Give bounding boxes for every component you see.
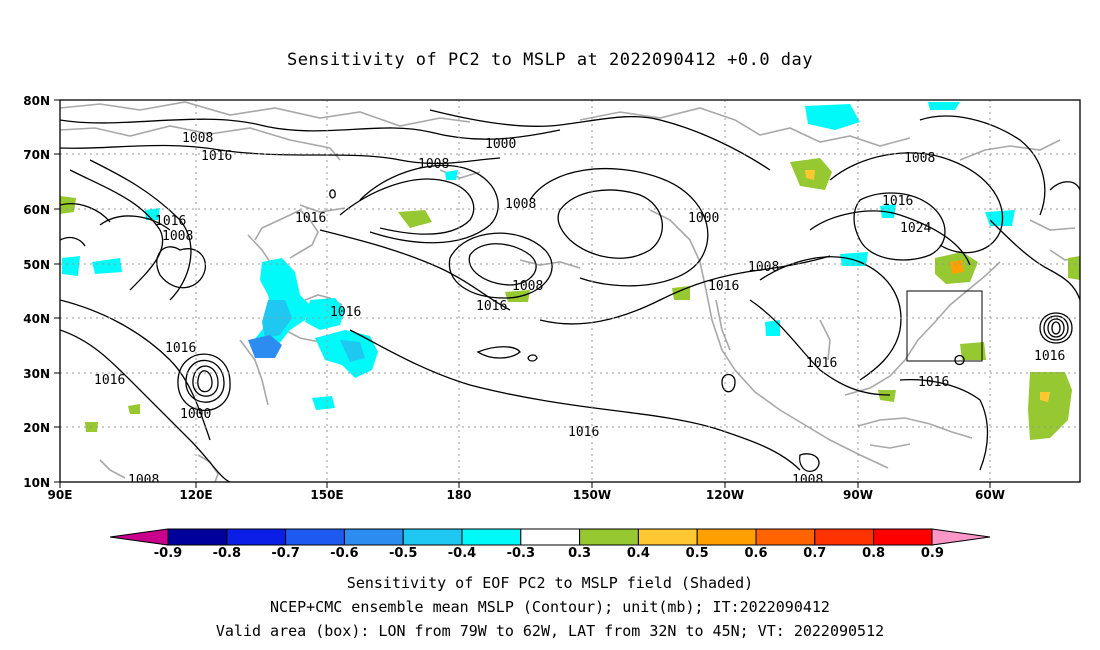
colorbar-boxes — [167, 528, 933, 546]
svg-text:1008: 1008 — [418, 157, 449, 172]
colorbar-label: -0.4 — [448, 546, 476, 561]
svg-text:40N: 40N — [23, 312, 50, 326]
chart-title: Sensitivity of PC2 to MSLP at 2022090412… — [286, 50, 813, 70]
svg-text:60W: 60W — [975, 488, 1005, 502]
colorbar-box — [520, 528, 581, 546]
colorbar-right-tip — [931, 528, 991, 546]
map-frame — [59, 99, 1081, 483]
colorbar-label: -0.9 — [154, 546, 182, 561]
colorbar-label: 0.6 — [744, 546, 767, 561]
svg-text:50N: 50N — [23, 258, 50, 272]
svg-text:1016: 1016 — [806, 356, 837, 371]
colorbar-label: 0.5 — [686, 546, 709, 561]
svg-text:70N: 70N — [23, 148, 50, 162]
svg-text:1016: 1016 — [330, 305, 361, 320]
svg-text:80N: 80N — [23, 94, 50, 108]
svg-text:120W: 120W — [706, 488, 744, 502]
colorbar-label: -0.5 — [389, 546, 417, 561]
svg-text:1000: 1000 — [180, 407, 211, 422]
colorbar-label: -0.6 — [330, 546, 358, 561]
svg-text:1016: 1016 — [155, 214, 186, 229]
colorbar-box — [814, 528, 875, 546]
svg-text:90E: 90E — [48, 488, 73, 502]
caption-line-2: NCEP+CMC ensemble mean MSLP (Contour); u… — [270, 598, 830, 616]
colorbar-label: -0.8 — [213, 546, 241, 561]
colorbar-box — [873, 528, 933, 546]
svg-text:1016: 1016 — [476, 299, 507, 314]
svg-text:20N: 20N — [23, 421, 50, 435]
axis-ticks — [54, 99, 991, 488]
contour-labels: 1008 1016 1000 1008 1008 1016 1016 1008 … — [94, 131, 1065, 488]
svg-text:1008: 1008 — [182, 131, 213, 146]
caption-line-1: Sensitivity of EOF PC2 to MSLP field (Sh… — [346, 574, 754, 592]
svg-text:1016: 1016 — [882, 194, 913, 209]
svg-text:1008: 1008 — [904, 151, 935, 166]
svg-text:1024: 1024 — [900, 221, 931, 236]
colorbar-box — [579, 528, 639, 546]
sensitivity-shading — [60, 102, 1080, 440]
coastlines — [60, 101, 1080, 482]
svg-text:1008: 1008 — [792, 473, 823, 488]
colorbar-box — [461, 528, 522, 546]
colorbar-label: 0.9 — [921, 546, 944, 561]
colorbar-label: 0.4 — [627, 546, 650, 561]
colorbar-box — [343, 528, 404, 546]
svg-text:30N: 30N — [23, 367, 50, 381]
colorbar-labels: -0.9 -0.8 -0.7 -0.6 -0.5 -0.4 -0.3 0.3 0.4 0.5 0.6… — [154, 546, 944, 561]
svg-text:1016: 1016 — [165, 341, 196, 356]
colorbar-left-tip — [109, 528, 169, 546]
colorbar-box — [637, 528, 698, 546]
map-area: 1008 1016 1000 1008 1008 1016 1016 1008 … — [60, 101, 1080, 488]
svg-text:1016: 1016 — [201, 149, 232, 164]
latitude-labels: 80N 70N 60N 50N 40N 30N 20N 10N — [23, 94, 50, 490]
svg-text:1016: 1016 — [568, 425, 599, 440]
mslp-contours — [60, 109, 1080, 482]
colorbar: -0.9 -0.8 -0.7 -0.6 -0.5 -0.4 -0.3 0.3 0.4 0.5 0.6… — [109, 528, 991, 561]
colorbar-box — [167, 528, 228, 546]
svg-text:60N: 60N — [23, 203, 50, 217]
svg-text:10N: 10N — [23, 476, 50, 490]
longitude-labels: 90E 120E 150E 180 150W 120W 90W 60W — [48, 488, 1005, 502]
valid-area-box — [906, 290, 983, 362]
svg-text:90W: 90W — [843, 488, 873, 502]
svg-text:1008: 1008 — [748, 260, 779, 275]
colorbar-box — [226, 528, 287, 546]
svg-text:1008: 1008 — [128, 473, 159, 488]
colorbar-box — [402, 528, 463, 546]
colorbar-label: 0.8 — [862, 546, 885, 561]
svg-text:150W: 150W — [573, 488, 611, 502]
colorbar-label: -0.7 — [271, 546, 299, 561]
svg-text:1000: 1000 — [688, 211, 719, 226]
svg-text:1016: 1016 — [918, 375, 949, 390]
svg-text:1008: 1008 — [162, 229, 193, 244]
caption-line-3: Valid area (box): LON from 79W to 62W, L… — [215, 622, 885, 640]
svg-text:120E: 120E — [179, 488, 212, 502]
colorbar-box — [755, 528, 816, 546]
colorbar-box — [285, 528, 345, 546]
svg-text:1016: 1016 — [708, 279, 739, 294]
svg-text:1000: 1000 — [485, 137, 516, 152]
colorbar-label: 0.7 — [803, 546, 826, 561]
colorbar-box — [696, 528, 757, 546]
svg-text:180: 180 — [446, 488, 471, 502]
svg-text:150E: 150E — [310, 488, 343, 502]
gridlines — [60, 100, 1080, 482]
svg-text:1016: 1016 — [295, 211, 326, 226]
svg-text:1016: 1016 — [94, 373, 125, 388]
colorbar-label: -0.3 — [507, 546, 535, 561]
colorbar-label: 0.3 — [568, 546, 591, 561]
svg-text:1016: 1016 — [1034, 349, 1065, 364]
svg-text:1008: 1008 — [512, 279, 543, 294]
svg-text:1008: 1008 — [505, 197, 536, 212]
